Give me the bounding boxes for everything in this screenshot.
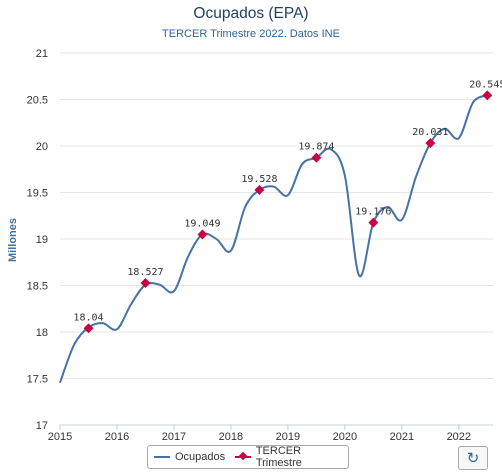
y-tick-label: 18.5: [27, 281, 48, 293]
legend-swatch-marker: [235, 456, 251, 458]
x-tick-label: 2019: [276, 431, 300, 443]
y-tick-label: 20.5: [27, 95, 48, 107]
refresh-button[interactable]: ↻: [458, 446, 488, 470]
x-tick-label: 2015: [48, 431, 72, 443]
legend-swatch-line: [154, 456, 170, 458]
y-tick-label: 21: [36, 48, 48, 60]
x-tick-label: 2022: [447, 431, 471, 443]
data-label: 19.049: [184, 218, 220, 229]
y-tick-label: 19: [36, 234, 48, 246]
x-axis-ticks: 2015 2016 2017 2018 2019 2020 2021 2022: [48, 425, 471, 443]
data-label: 20.031: [412, 127, 448, 138]
y-tick-label: 19.5: [27, 188, 48, 200]
x-tick-label: 2016: [105, 431, 129, 443]
legend-item-ocupados[interactable]: Ocupados: [154, 451, 225, 463]
data-label: 18.04: [73, 312, 103, 323]
data-labels: 18.04 18.527 19.049 19.528 19.874 19.176 20.03…: [73, 79, 502, 323]
data-point-tercer-trimestre[interactable]: [425, 138, 436, 149]
y-axis-label: Millones: [7, 218, 19, 262]
data-point-tercer-trimestre[interactable]: [254, 184, 265, 195]
refresh-icon: ↻: [466, 450, 480, 467]
data-point-tercer-trimestre[interactable]: [140, 278, 151, 288]
series-line-ocupados: [59, 94, 488, 384]
y-tick-label: 18: [36, 327, 48, 339]
legend-label-tercer-trimestre: TERCER Trimestre: [255, 445, 302, 469]
y-tick-label: 20: [36, 141, 48, 153]
data-label: 19.176: [355, 207, 391, 218]
data-point-tercer-trimestre[interactable]: [482, 90, 493, 101]
x-tick-label: 2021: [390, 431, 414, 443]
chart-title: Ocupados (EPA): [193, 5, 309, 22]
y-tick-label: 17: [36, 420, 48, 432]
legend: Ocupados TERCER Trimestre: [147, 445, 349, 469]
grid-lines: [60, 52, 493, 426]
x-tick-label: 2020: [333, 431, 357, 443]
y-tick-label: 17.5: [27, 374, 48, 386]
series-layer: [59, 90, 493, 384]
data-label: 20.545: [469, 79, 502, 90]
x-tick-label: 2018: [219, 431, 243, 443]
data-label: 19.874: [298, 142, 334, 153]
data-label: 18.527: [127, 267, 163, 278]
data-label: 19.528: [241, 174, 277, 185]
legend-label-ocupados: Ocupados: [175, 451, 226, 463]
data-point-tercer-trimestre[interactable]: [197, 229, 208, 240]
legend-item-tercer-trimestre[interactable]: TERCER Trimestre: [235, 445, 348, 469]
data-point-tercer-trimestre[interactable]: [368, 217, 379, 228]
x-tick-label: 2017: [162, 431, 186, 443]
chart-subtitle: TERCER Trimestre 2022. Datos INE: [162, 28, 340, 40]
y-axis-ticks: 17 17.5 18 18.5 19 19.5 20 20.5 21: [27, 48, 48, 432]
data-point-tercer-trimestre[interactable]: [311, 152, 322, 163]
